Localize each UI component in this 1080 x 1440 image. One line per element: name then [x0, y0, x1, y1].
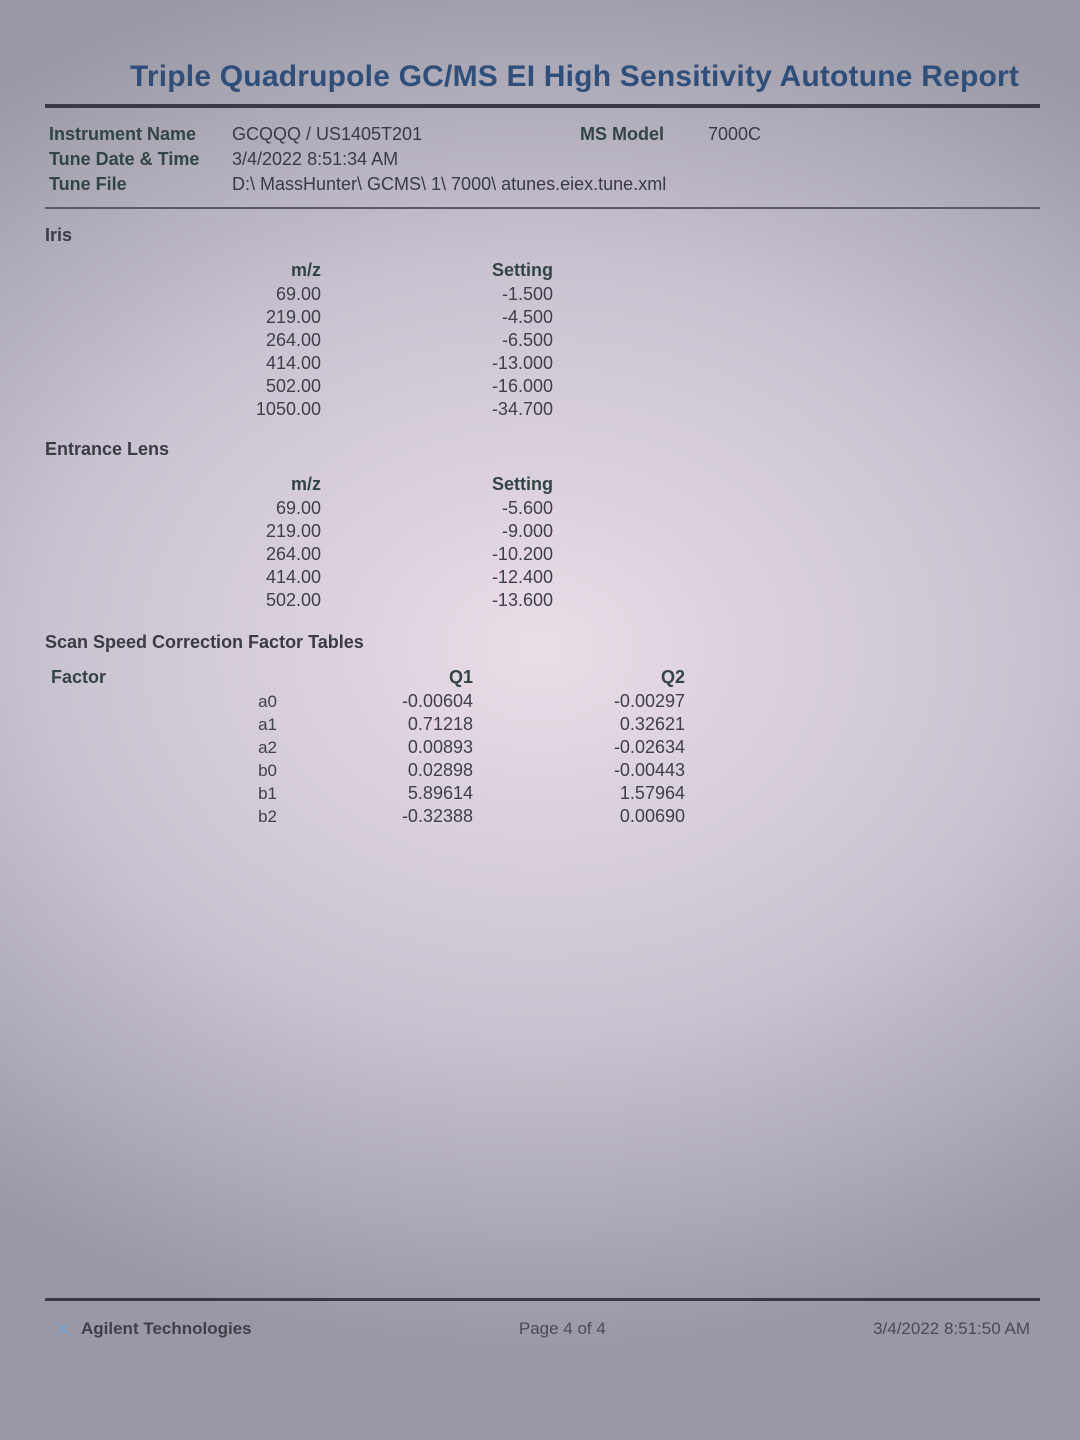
table-row: b2-0.323880.00690	[45, 805, 691, 828]
q2-cell: 0.32621	[479, 713, 691, 736]
mz-cell: 264.00	[205, 329, 327, 352]
factor-cell: a2	[45, 736, 277, 759]
setting-cell: -6.500	[327, 329, 559, 352]
mz-cell: 69.00	[205, 283, 327, 306]
table-row: a10.712180.32621	[45, 713, 691, 736]
table-row: 1050.00-34.700	[205, 398, 559, 421]
table-row: 502.00-13.600	[205, 589, 559, 612]
setting-cell: -9.000	[327, 520, 559, 543]
mz-cell: 502.00	[205, 589, 327, 612]
setting-cell: -16.000	[327, 375, 559, 398]
mz-cell: 414.00	[205, 566, 327, 589]
mz-cell: 264.00	[205, 543, 327, 566]
table-row: a0-0.00604-0.00297	[45, 690, 691, 713]
factor-cell: b1	[45, 782, 277, 805]
table-row: 264.00-10.200	[205, 543, 559, 566]
instrument-name-label: Instrument Name	[45, 122, 228, 147]
mz-cell: 219.00	[205, 520, 327, 543]
mz-cell: 502.00	[205, 375, 327, 398]
footer: Agilent Technologies Page 4 of 4 3/4/202…	[45, 1301, 1040, 1339]
factor-cell: b2	[45, 805, 277, 828]
setting-cell: -5.600	[327, 497, 559, 520]
setting-cell: -10.200	[327, 543, 559, 566]
factor-cell: b0	[45, 759, 277, 782]
entrance-heading: Entrance Lens	[45, 439, 1040, 460]
mz-cell: 414.00	[205, 352, 327, 375]
setting-cell: -13.600	[327, 589, 559, 612]
scan-table: Factor Q1 Q2 a0-0.00604-0.00297a10.71218…	[45, 665, 691, 828]
factor-cell: a0	[45, 690, 277, 713]
tune-file-value: D:\ MassHunter\ GCMS\ 1\ 7000\ atunes.ei…	[228, 172, 1040, 197]
iris-table: m/z Setting 69.00-1.500219.00-4.500264.0…	[205, 258, 559, 421]
mz-cell: 69.00	[205, 497, 327, 520]
scan-col-q1: Q1	[277, 665, 479, 690]
q2-cell: -0.02634	[479, 736, 691, 759]
report-page: Triple Quadrupole GC/MS EI High Sensitiv…	[0, 0, 1080, 1440]
iris-heading: Iris	[45, 225, 1040, 246]
q1-cell: 5.89614	[277, 782, 479, 805]
footer-brand-text: Agilent Technologies	[81, 1319, 252, 1339]
scan-col-factor: Factor	[45, 665, 277, 690]
table-row: b00.02898-0.00443	[45, 759, 691, 782]
table-row: a20.00893-0.02634	[45, 736, 691, 759]
table-row: 69.00-1.500	[205, 283, 559, 306]
q1-cell: -0.32388	[277, 805, 479, 828]
entrance-col-setting: Setting	[327, 472, 559, 497]
tune-datetime-value: 3/4/2022 8:51:34 AM	[228, 147, 1040, 172]
table-row: 502.00-16.000	[205, 375, 559, 398]
iris-col-setting: Setting	[327, 258, 559, 283]
scan-heading: Scan Speed Correction Factor Tables	[45, 632, 1040, 653]
q2-cell: -0.00297	[479, 690, 691, 713]
q2-cell: 1.57964	[479, 782, 691, 805]
q1-cell: 0.02898	[277, 759, 479, 782]
agilent-spark-icon	[52, 1318, 75, 1341]
footer-brand: Agilent Technologies	[55, 1319, 252, 1339]
table-row: 414.00-13.000	[205, 352, 559, 375]
setting-cell: -34.700	[327, 398, 559, 421]
table-row: 219.00-9.000	[205, 520, 559, 543]
table-row: 264.00-6.500	[205, 329, 559, 352]
factor-cell: a1	[45, 713, 277, 736]
footer-timestamp: 3/4/2022 8:51:50 AM	[873, 1319, 1030, 1339]
scan-col-q2: Q2	[479, 665, 691, 690]
instrument-name-value: GCQQQ / US1405T201	[228, 122, 576, 147]
table-row: 69.00-5.600	[205, 497, 559, 520]
entrance-table: m/z Setting 69.00-5.600219.00-9.000264.0…	[205, 472, 559, 612]
title-rule	[45, 104, 1040, 108]
setting-cell: -4.500	[327, 306, 559, 329]
meta-rule	[45, 207, 1040, 209]
mz-cell: 1050.00	[205, 398, 327, 421]
ms-model-value: 7000C	[704, 122, 1040, 147]
setting-cell: -12.400	[327, 566, 559, 589]
setting-cell: -13.000	[327, 352, 559, 375]
entrance-table-wrap: m/z Setting 69.00-5.600219.00-9.000264.0…	[205, 472, 1040, 612]
table-row: b15.896141.57964	[45, 782, 691, 805]
meta-table: Instrument Name GCQQQ / US1405T201 MS Mo…	[45, 122, 1040, 197]
setting-cell: -1.500	[327, 283, 559, 306]
table-row: 219.00-4.500	[205, 306, 559, 329]
mz-cell: 219.00	[205, 306, 327, 329]
q1-cell: -0.00604	[277, 690, 479, 713]
iris-col-mz: m/z	[205, 258, 327, 283]
q1-cell: 0.00893	[277, 736, 479, 759]
q2-cell: 0.00690	[479, 805, 691, 828]
scan-section: Scan Speed Correction Factor Tables Fact…	[45, 632, 1040, 828]
table-row: 414.00-12.400	[205, 566, 559, 589]
q2-cell: -0.00443	[479, 759, 691, 782]
footer-page: Page 4 of 4	[519, 1319, 606, 1339]
tune-file-label: Tune File	[45, 172, 228, 197]
iris-table-wrap: m/z Setting 69.00-1.500219.00-4.500264.0…	[205, 258, 1040, 421]
entrance-col-mz: m/z	[205, 472, 327, 497]
tune-datetime-label: Tune Date & Time	[45, 147, 228, 172]
ms-model-label: MS Model	[576, 122, 704, 147]
report-title: Triple Quadrupole GC/MS EI High Sensitiv…	[130, 60, 1040, 94]
q1-cell: 0.71218	[277, 713, 479, 736]
